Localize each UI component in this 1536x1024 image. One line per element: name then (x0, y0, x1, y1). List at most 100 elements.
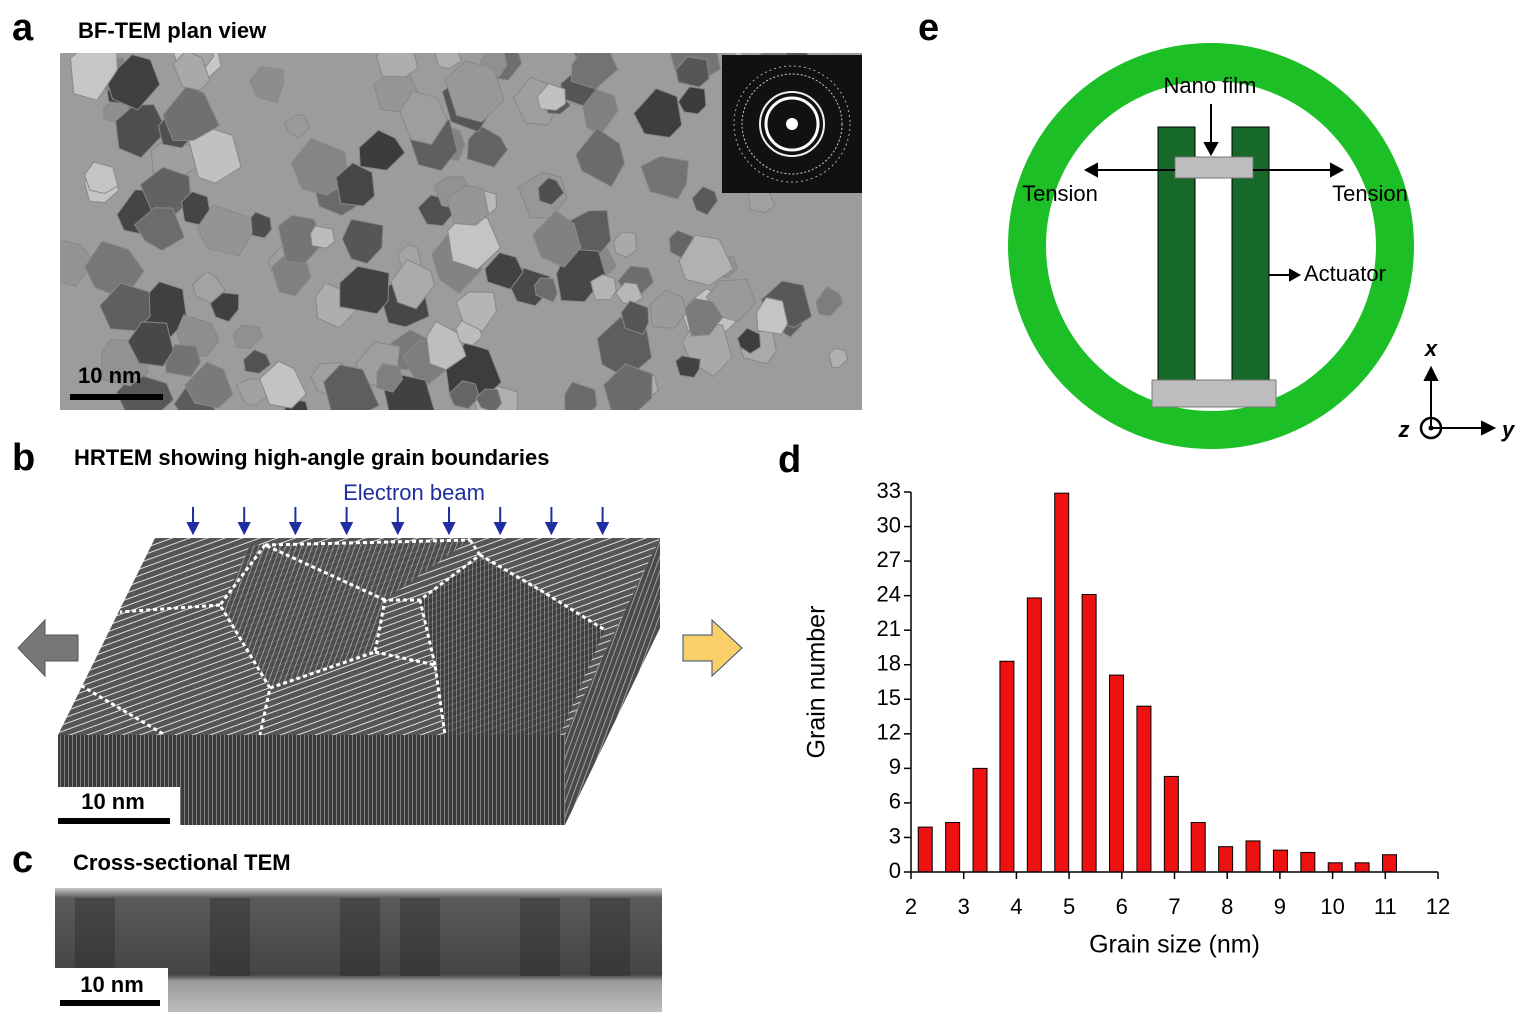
grain (172, 53, 211, 91)
grain (484, 252, 524, 290)
grain (358, 129, 406, 171)
ring (759, 91, 825, 157)
y-tick-label: 18 (877, 651, 901, 676)
scale-bar-label: 10 nm (81, 789, 145, 814)
x-tick-label: 12 (1426, 894, 1450, 919)
grain (684, 298, 724, 337)
block-side (565, 538, 660, 825)
grain (184, 361, 234, 409)
grain (756, 296, 789, 335)
axis-label: y (1501, 417, 1516, 442)
grain (188, 123, 242, 184)
scale-bar-label: 10 nm (80, 972, 144, 997)
grain (536, 83, 567, 111)
panel-label: b (12, 437, 35, 479)
base (1151, 379, 1277, 408)
x-tick-label: 6 (1116, 894, 1128, 919)
beam-arrow-head (595, 522, 610, 536)
beam-arrow-head (544, 522, 559, 536)
grain (564, 381, 598, 410)
beam-arrow-head (442, 522, 456, 536)
grain (134, 207, 186, 251)
y-tick-label: 30 (877, 512, 901, 537)
y-tick-label: 0 (889, 858, 901, 883)
grain (232, 324, 263, 350)
scale-bar (70, 394, 163, 400)
ring (764, 96, 820, 152)
nano-film (1174, 156, 1254, 179)
axis-label: z (1398, 417, 1410, 442)
z-axis-dot (1428, 425, 1434, 431)
grain (127, 321, 174, 367)
grain (736, 327, 762, 355)
beam-arrow-head (493, 522, 507, 536)
grain (209, 292, 240, 323)
bar (972, 767, 988, 873)
bar (1327, 862, 1343, 873)
grain (675, 56, 710, 88)
bar (917, 826, 933, 873)
grain (83, 161, 119, 195)
grain (291, 137, 349, 196)
x-tick-label: 5 (1063, 894, 1075, 919)
panel-label: d (778, 439, 801, 481)
arrow-left (17, 618, 79, 678)
grain (603, 363, 653, 410)
beam-arrows (186, 507, 610, 536)
label: Tension (1022, 181, 1098, 206)
grain (162, 84, 221, 142)
ring (741, 73, 843, 175)
grain (335, 162, 376, 207)
grain (466, 125, 509, 168)
x-tick-label: 10 (1320, 894, 1344, 919)
grain (434, 53, 463, 70)
y-tick-label: 27 (877, 547, 901, 572)
grain (115, 103, 168, 159)
block-front (58, 735, 565, 825)
grain (249, 65, 284, 104)
panel-title: HRTEM showing high-angle grain boundarie… (74, 445, 549, 470)
bar (1190, 821, 1206, 873)
grain (259, 360, 307, 409)
panel-label: a (12, 7, 34, 49)
scale-bar (60, 1000, 160, 1006)
grain (69, 53, 118, 101)
bar (1218, 846, 1234, 873)
grain (283, 114, 311, 139)
axis-label: x (1424, 336, 1438, 361)
beam-arrow-head (237, 522, 251, 536)
grain (455, 291, 498, 332)
grain (828, 347, 849, 369)
z-axis (1419, 416, 1443, 440)
grain (475, 388, 503, 410)
grain (678, 234, 734, 286)
bar (1354, 862, 1370, 873)
label: Actuator (1304, 261, 1386, 286)
dark-column (210, 898, 250, 976)
histogram: 2 3 4 5 6 7 8 9 10 11 12 0 3 6 9 12 15 18 21 24 27 30 33 Grain … (803, 478, 1451, 959)
grain (446, 184, 490, 226)
dark-column (590, 898, 630, 976)
beam-arrow-head (391, 522, 405, 536)
beam-spot (786, 118, 798, 130)
beam-arrow-head (339, 522, 354, 536)
grain (444, 60, 505, 123)
bar (1245, 840, 1261, 873)
y-tick-label: 15 (877, 685, 901, 710)
beam-arrow-head (288, 522, 303, 536)
grain (537, 177, 565, 206)
grain (242, 349, 272, 375)
grain (570, 53, 619, 90)
label: Nano film (1164, 73, 1257, 98)
grain (590, 273, 617, 301)
panel-label: e (918, 7, 939, 49)
ring-frame (1008, 43, 1414, 449)
grain (532, 210, 582, 268)
y-tick-label: 33 (877, 478, 901, 503)
bar (1026, 597, 1042, 873)
bar (1054, 492, 1070, 873)
dark-column (400, 898, 440, 976)
grain (448, 380, 481, 410)
grain (575, 127, 626, 188)
